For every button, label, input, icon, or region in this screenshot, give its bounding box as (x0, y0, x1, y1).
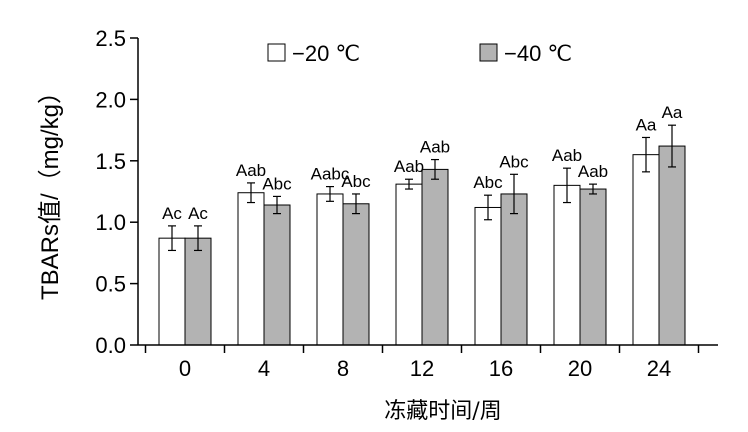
y-tick-label: 1.5 (95, 149, 126, 174)
significance-label: Aab (420, 138, 450, 157)
bar (500, 193, 528, 346)
significance-label: Abc (262, 174, 292, 193)
x-tick-label: 4 (258, 356, 270, 381)
axes-group: 0.0 0.5 1.0 1.5 2.0 2.5 0 4 8 12 16 20 24 (95, 26, 718, 381)
x-axis-title: 冻藏时间/周 (384, 399, 501, 424)
significance-label: Aa (662, 103, 683, 122)
legend-swatch (479, 43, 498, 62)
y-tick-label: 0.0 (95, 333, 126, 358)
legend-label: −20 ℃ (292, 41, 360, 66)
bar (553, 184, 581, 346)
significance-label: Abc (499, 152, 529, 171)
y-tick-label: 2.0 (95, 87, 126, 112)
significance-label: Aab (236, 161, 266, 180)
legend-label: −40 ℃ (504, 41, 572, 66)
significance-label: Aab (394, 157, 424, 176)
y-tick-label: 1.0 (95, 210, 126, 235)
significance-label: Ac (188, 204, 208, 223)
significance-label: Abc (341, 172, 371, 191)
bars-group (158, 145, 686, 346)
x-tick-label: 24 (647, 356, 671, 381)
y-tick-label: 0.5 (95, 272, 126, 297)
bar (316, 193, 344, 346)
significance-label: Aa (636, 115, 657, 134)
significance-label: Aab (578, 162, 608, 181)
x-tick-label: 0 (179, 356, 191, 381)
bar (421, 168, 449, 346)
significance-label: Abc (473, 173, 503, 192)
bar (579, 188, 607, 346)
bar (184, 237, 212, 346)
bar (632, 154, 660, 346)
significance-label: Aabc (311, 165, 350, 184)
y-tick-label: 2.5 (95, 26, 126, 51)
x-tick-label: 20 (568, 356, 592, 381)
bar (342, 203, 370, 346)
bar (237, 192, 265, 346)
y-axis-title: TBARs值/（mg/kg） (37, 80, 64, 300)
bar (158, 237, 186, 346)
x-tick-label: 8 (337, 356, 349, 381)
significance-label: Ac (162, 204, 182, 223)
legend: −20 ℃ −40 ℃ (267, 41, 572, 66)
bar (474, 206, 502, 346)
error-bars-group (168, 124, 676, 252)
bar (658, 145, 686, 346)
x-tick-label: 12 (410, 356, 434, 381)
bar (263, 204, 291, 346)
significance-label: Aab (552, 146, 582, 165)
bar (395, 183, 423, 346)
legend-swatch (267, 43, 286, 62)
x-tick-label: 16 (489, 356, 513, 381)
